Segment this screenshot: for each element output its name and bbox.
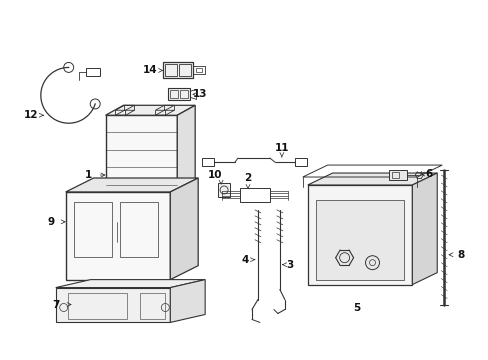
Text: 9: 9 xyxy=(47,217,54,227)
Bar xyxy=(67,293,127,319)
Bar xyxy=(85,68,100,76)
Bar xyxy=(140,293,165,319)
Bar xyxy=(165,64,177,76)
Bar xyxy=(392,172,399,178)
Bar xyxy=(179,64,191,76)
Polygon shape xyxy=(65,178,198,192)
Polygon shape xyxy=(411,173,436,285)
Bar xyxy=(202,158,214,166)
Text: 10: 10 xyxy=(207,170,222,180)
Text: 6: 6 xyxy=(425,169,432,179)
Bar xyxy=(65,192,170,280)
Polygon shape xyxy=(56,288,170,323)
Bar xyxy=(196,68,202,72)
Bar xyxy=(74,202,111,257)
Bar xyxy=(163,62,193,78)
Polygon shape xyxy=(177,105,195,203)
Text: 12: 12 xyxy=(23,110,38,120)
Text: 5: 5 xyxy=(352,302,360,312)
Bar xyxy=(170,90,178,98)
Bar xyxy=(315,200,404,280)
Polygon shape xyxy=(307,173,436,185)
Text: 1: 1 xyxy=(85,170,92,180)
Text: 4: 4 xyxy=(241,255,248,265)
Bar xyxy=(307,185,411,285)
Bar xyxy=(180,90,188,98)
Text: 2: 2 xyxy=(244,173,251,183)
Bar xyxy=(240,188,269,202)
Bar xyxy=(120,202,158,257)
Text: 11: 11 xyxy=(274,143,288,153)
Polygon shape xyxy=(170,178,198,280)
Polygon shape xyxy=(105,105,195,115)
Bar xyxy=(294,158,306,166)
Text: 7: 7 xyxy=(52,300,60,310)
Bar xyxy=(105,115,177,203)
Text: 14: 14 xyxy=(143,66,157,76)
Text: 3: 3 xyxy=(285,260,293,270)
Polygon shape xyxy=(56,280,205,288)
Text: 8: 8 xyxy=(457,250,464,260)
Bar xyxy=(388,170,407,180)
Text: 13: 13 xyxy=(193,89,207,99)
Polygon shape xyxy=(170,280,205,323)
Bar xyxy=(168,88,190,100)
Bar xyxy=(218,183,229,197)
